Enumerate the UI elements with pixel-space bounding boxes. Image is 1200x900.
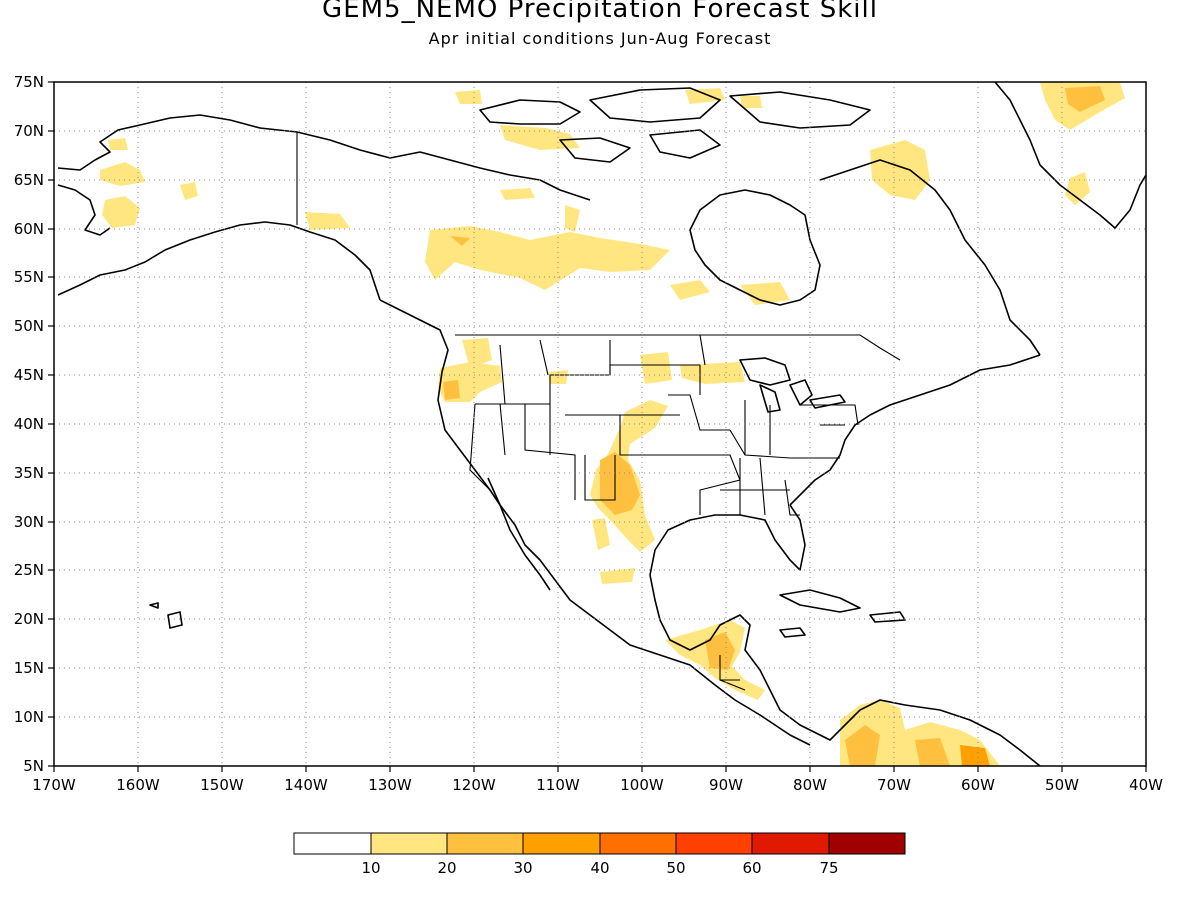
lon-label: 70W: [877, 776, 911, 794]
lat-label: 15N: [14, 659, 44, 677]
skill-patch: [100, 162, 145, 186]
skill-patch: [443, 380, 460, 400]
skill-patch: [102, 196, 140, 228]
legend-swatch: [828, 832, 906, 855]
lon-label: 80W: [793, 776, 827, 794]
skill-patch: [305, 212, 350, 230]
lon-label: 110W: [536, 776, 580, 794]
legend-label: 75: [819, 859, 838, 877]
lat-label: 65N: [14, 171, 44, 189]
lon-label: 120W: [452, 776, 496, 794]
lon-label: 100W: [620, 776, 664, 794]
lat-label: 30N: [14, 513, 44, 531]
lat-label: 70N: [14, 122, 44, 140]
skill-patch: [425, 226, 670, 290]
map-subtitle: Apr initial conditions Jun-Aug Forecast: [428, 29, 772, 48]
legend-label: 60: [742, 859, 761, 877]
lat-label: 45N: [14, 366, 44, 384]
lat-label: 25N: [14, 561, 44, 579]
skill-patch: [680, 362, 745, 384]
skill-patch: [1065, 172, 1090, 205]
lat-label: 5N: [23, 757, 44, 775]
legend-label: 50: [666, 859, 685, 877]
legend-label: 30: [513, 859, 532, 877]
legend-label: 10: [361, 859, 380, 877]
lat-label: 10N: [14, 708, 44, 726]
lat-labels: 75N 70N 65N 60N 55N 50N 45N 40N 35N 30N …: [14, 73, 44, 775]
lon-label: 150W: [200, 776, 244, 794]
lon-label: 170W: [32, 776, 76, 794]
skill-patch: [600, 452, 640, 515]
legend-swatch: [293, 832, 372, 855]
skill-shading: [100, 82, 1125, 766]
lon-label: 50W: [1045, 776, 1079, 794]
lat-label: 50N: [14, 317, 44, 335]
skill-patch: [870, 140, 930, 200]
skill-patch: [740, 282, 790, 305]
map-title: GEM5_NEMO Precipitation Forecast Skill: [322, 0, 878, 24]
legend-swatch: [599, 832, 677, 855]
lat-label: 40N: [14, 415, 44, 433]
color-legend: 10 20 30 40 50 60 75: [293, 832, 906, 877]
lon-label: 140W: [284, 776, 328, 794]
skill-patch: [600, 568, 635, 584]
lat-label: 20N: [14, 610, 44, 628]
legend-swatch: [675, 832, 753, 855]
skill-patch: [592, 518, 610, 550]
legend-swatch: [370, 832, 448, 855]
legend-swatch: [522, 832, 601, 855]
legend-label: 20: [437, 859, 456, 877]
lon-labels: 170W 160W 150W 140W 130W 120W 110W 100W …: [32, 776, 1163, 794]
lat-label: 60N: [14, 220, 44, 238]
tick-marks: [48, 81, 1147, 772]
lon-label: 60W: [961, 776, 995, 794]
coastlines: [57, 82, 1146, 766]
legend-swatch: [446, 832, 524, 855]
skill-patch: [565, 205, 580, 232]
skill-patch: [670, 280, 710, 300]
skill-patch: [685, 88, 725, 104]
lat-label: 55N: [14, 268, 44, 286]
skill-patch: [740, 96, 762, 108]
skill-patch: [1065, 86, 1105, 112]
lon-label: 40W: [1129, 776, 1163, 794]
legend-label: 40: [590, 859, 609, 877]
skill-patch: [108, 138, 128, 150]
lat-label: 35N: [14, 464, 44, 482]
skill-patch: [640, 352, 672, 384]
skill-patch: [500, 188, 535, 200]
lon-label: 160W: [116, 776, 160, 794]
lon-label: 90W: [709, 776, 743, 794]
skill-patch: [960, 745, 990, 766]
skill-patch: [180, 182, 198, 200]
skill-patch: [705, 632, 735, 670]
legend-swatch: [751, 832, 830, 855]
skill-patch: [845, 725, 880, 766]
lon-label: 130W: [368, 776, 412, 794]
skill-patch: [462, 338, 492, 368]
gridlines: [54, 82, 1146, 766]
skill-patch: [455, 90, 482, 104]
lat-label: 75N: [14, 73, 44, 91]
skill-patch: [450, 236, 470, 246]
skill-patch: [915, 738, 950, 766]
